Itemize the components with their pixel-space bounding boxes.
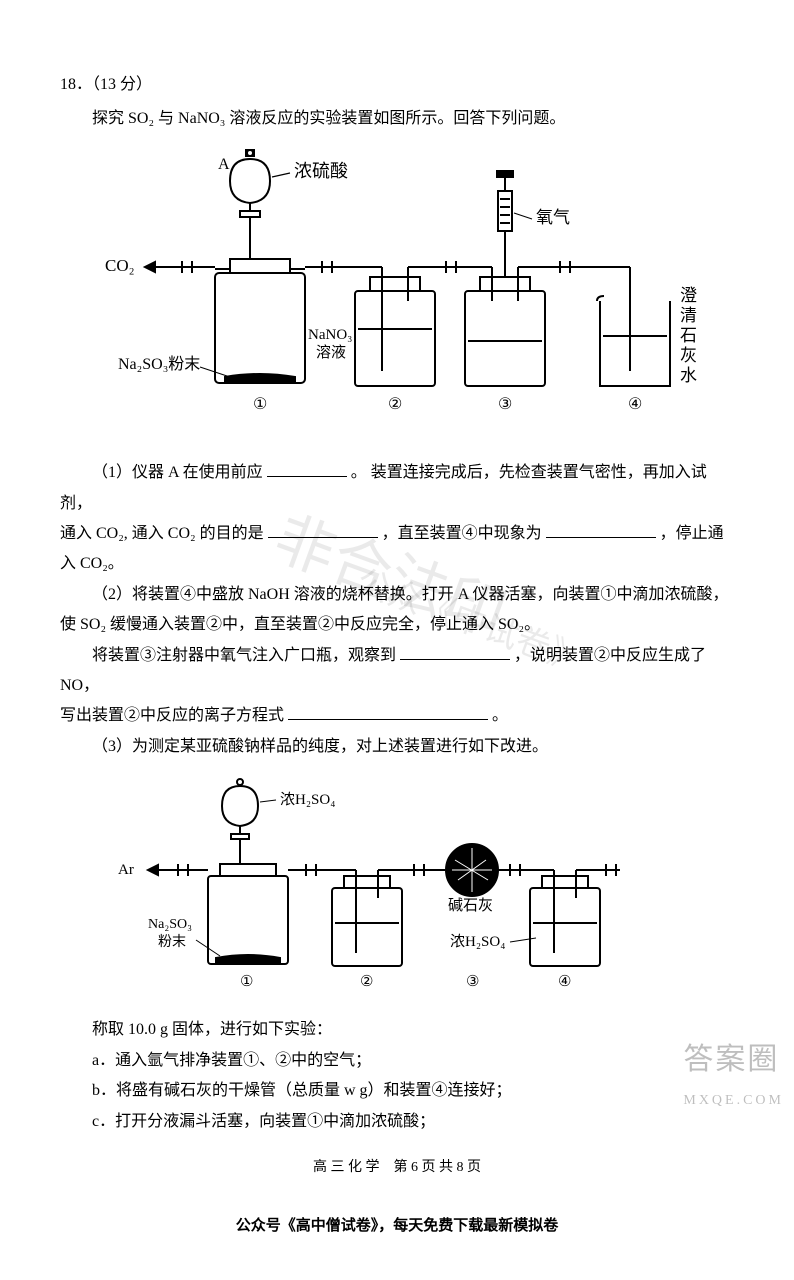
label2-n2: ② (360, 974, 373, 990)
label-ar: Ar (118, 862, 134, 878)
label-lw4: 灰 (680, 346, 697, 365)
blank-2[interactable] (268, 521, 378, 538)
label-solution: 溶液 (316, 344, 346, 361)
blank-1[interactable] (267, 460, 347, 477)
part1-line2: 通入 CO₂, 通入 CO₂ 的目的是 ，直至装置④中现象为 ，停止通入 CO₂… (60, 519, 734, 580)
label2-n4: ④ (558, 974, 571, 990)
promo-footer: 公众号《高中僧试卷》，每天免费下载最新模拟卷 (60, 1212, 734, 1241)
part1-text-d: ，直至装置④中现象为 (382, 525, 542, 542)
label-co2: CO₂ (105, 256, 135, 275)
part2-line2: 使 SO₂ 缓慢通入装置②中，直至装置②中反应完全，停止通入 SO₂。 (60, 610, 734, 640)
part3-a: （3）为测定某亚硫酸钠样品的纯度，对上述装置进行如下改进。 (60, 732, 734, 762)
part2-line1: （2）将装置④中盛放 NaOH 溶液的烧杯替换。打开 A 仪器活塞，向装置①中滴… (60, 580, 734, 610)
label-nano3: NaNO₃ (308, 327, 352, 343)
label-n2: ② (388, 396, 402, 413)
label-A: A (218, 156, 230, 173)
label-lw1: 澄 (680, 286, 697, 305)
label-lw5: 水 (680, 366, 697, 385)
label-alkali: 碱石灰 (448, 897, 493, 914)
label-lw2: 清 (680, 306, 697, 325)
blank-5[interactable] (288, 703, 488, 720)
part1: （1）仪器 A 在使用前应 。 装置连接完成后，先检查装置气密性，再加入试剂， (60, 458, 734, 519)
label-conc-sulfuric: 浓硫酸 (294, 161, 348, 181)
page-footer: 高 三 化 学 第 6 页 共 8 页 (60, 1155, 734, 1182)
label-n1: ① (253, 396, 267, 413)
label-h2so4-top: 浓H₂SO₄ (280, 791, 335, 808)
part2-line4: 写出装置②中反应的离子方程式 。 (60, 701, 734, 731)
label-n4: ④ (628, 396, 642, 413)
label-lw3: 石 (680, 326, 697, 345)
part1-text-a: （1）仪器 A 在使用前应 (92, 464, 263, 481)
part3-b: 称取 10.0 g 固体，进行如下实验： (60, 1015, 734, 1045)
label-na2so3: Na₂SO₃粉末 (118, 355, 200, 373)
blank-4[interactable] (400, 643, 510, 660)
part2-text-f: 。 (492, 707, 508, 724)
blank-3[interactable] (546, 521, 656, 538)
part3-e: c．打开分液漏斗活塞，向装置①中滴加浓硫酸； (60, 1107, 734, 1137)
label-na2so3-l1: Na₂SO₃ (148, 917, 192, 932)
label-n3: ③ (498, 396, 512, 413)
part2-line3: 将装置③注射器中氧气注入广口瓶，观察到 ，说明装置②中反应生成了 NO， (60, 641, 734, 702)
diagram-1: A 浓硫酸 CO₂ Na₂SO₃粉末 ① (100, 141, 734, 452)
label2-n1: ① (240, 974, 253, 990)
label2-n3: ③ (466, 974, 479, 990)
part3-d: b．将盛有碱石灰的干燥管（总质量 w g）和装置④连接好； (60, 1076, 734, 1106)
diagram-2: 浓H₂SO₄ Ar Na₂SO₃ 粉末 ① (100, 768, 734, 1009)
label-h2so4-b: 浓H₂SO₄ (450, 933, 505, 950)
part3-c: a．通入氩气排净装置①、②中的空气； (60, 1046, 734, 1076)
question-intro: 探究 SO₂ 与 NaNO₃ 溶液反应的实验装置如图所示。回答下列问题。 (60, 104, 734, 134)
part2-text-c: 将装置③注射器中氧气注入广口瓶，观察到 (92, 647, 396, 664)
label-oxygen: 氧气 (536, 208, 570, 227)
label-na2so3-l2: 粉末 (158, 934, 186, 950)
part2-text-e: 写出装置②中反应的离子方程式 (60, 707, 284, 724)
question-number: 18．（13 分） (60, 70, 734, 100)
part1-text-c: 通入 CO₂, 通入 CO₂ 的目的是 (60, 525, 264, 542)
